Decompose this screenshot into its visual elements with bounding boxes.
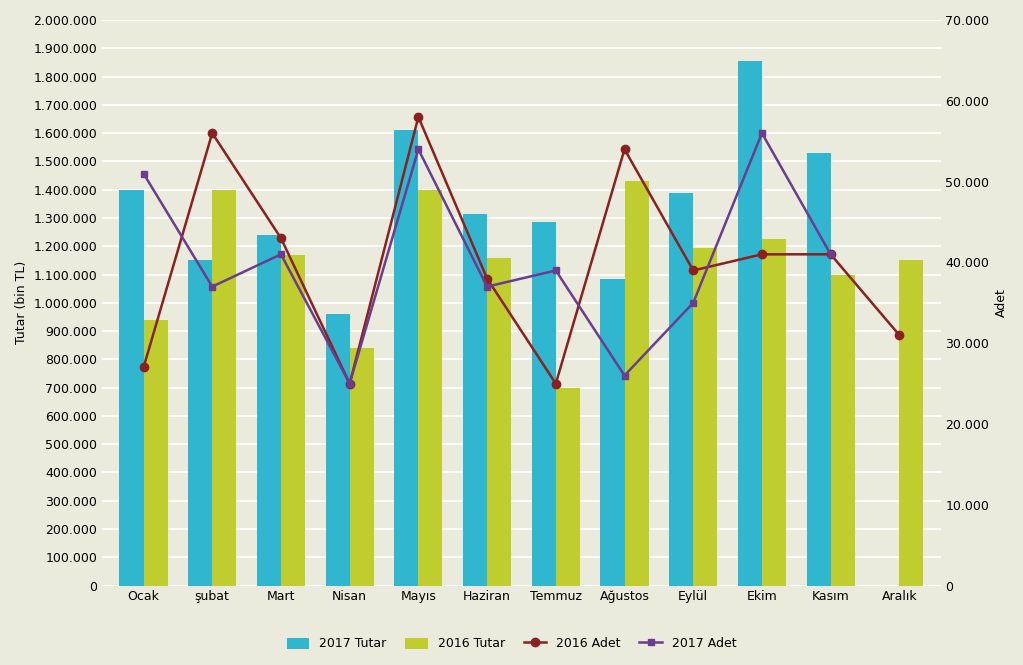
- Bar: [188, 261, 212, 586]
- Bar: [806, 153, 831, 586]
- 2017 Adet: [825, 250, 837, 258]
- 2016 Adet: [825, 250, 837, 258]
- 2016 Adet: [687, 267, 700, 275]
- Legend: 2017 Tutar, 2016 Tutar, 2016 Adet, 2017 Adet: 2017 Tutar, 2016 Tutar, 2016 Adet, 2017 …: [281, 632, 742, 656]
- 2017 Adet: [618, 372, 630, 380]
- Bar: [394, 130, 418, 586]
- Y-axis label: Tutar (bin TL): Tutar (bin TL): [15, 261, 28, 344]
- Bar: [120, 190, 143, 586]
- Bar: [418, 190, 442, 586]
- Line: 2017 Adet: 2017 Adet: [140, 130, 834, 387]
- 2016 Adet: [549, 380, 562, 388]
- Bar: [212, 190, 236, 586]
- Bar: [831, 275, 854, 586]
- Bar: [694, 247, 717, 586]
- Bar: [257, 235, 281, 586]
- 2017 Adet: [687, 299, 700, 307]
- 2017 Adet: [275, 250, 287, 258]
- Bar: [325, 314, 350, 586]
- 2016 Adet: [412, 113, 425, 121]
- 2016 Adet: [137, 364, 149, 372]
- 2017 Adet: [137, 170, 149, 178]
- Bar: [669, 192, 694, 586]
- Line: 2016 Adet: 2016 Adet: [139, 113, 903, 388]
- Bar: [281, 255, 305, 586]
- 2016 Adet: [756, 250, 768, 258]
- 2016 Adet: [618, 145, 630, 153]
- 2016 Adet: [344, 380, 356, 388]
- 2016 Adet: [275, 234, 287, 242]
- Bar: [143, 320, 168, 586]
- Bar: [601, 279, 624, 586]
- 2017 Adet: [481, 283, 493, 291]
- Bar: [899, 261, 924, 586]
- 2016 Adet: [481, 275, 493, 283]
- 2017 Adet: [756, 129, 768, 137]
- Bar: [738, 61, 762, 586]
- Bar: [463, 213, 487, 586]
- Bar: [762, 239, 786, 586]
- Bar: [624, 181, 649, 586]
- 2017 Adet: [412, 145, 425, 153]
- Bar: [350, 348, 373, 586]
- 2017 Adet: [206, 283, 218, 291]
- 2017 Adet: [549, 267, 562, 275]
- Bar: [555, 388, 580, 586]
- 2016 Adet: [206, 129, 218, 137]
- Bar: [487, 257, 512, 586]
- 2017 Adet: [344, 380, 356, 388]
- Bar: [532, 222, 555, 586]
- 2016 Adet: [893, 331, 905, 339]
- Y-axis label: Adet: Adet: [995, 289, 1008, 317]
